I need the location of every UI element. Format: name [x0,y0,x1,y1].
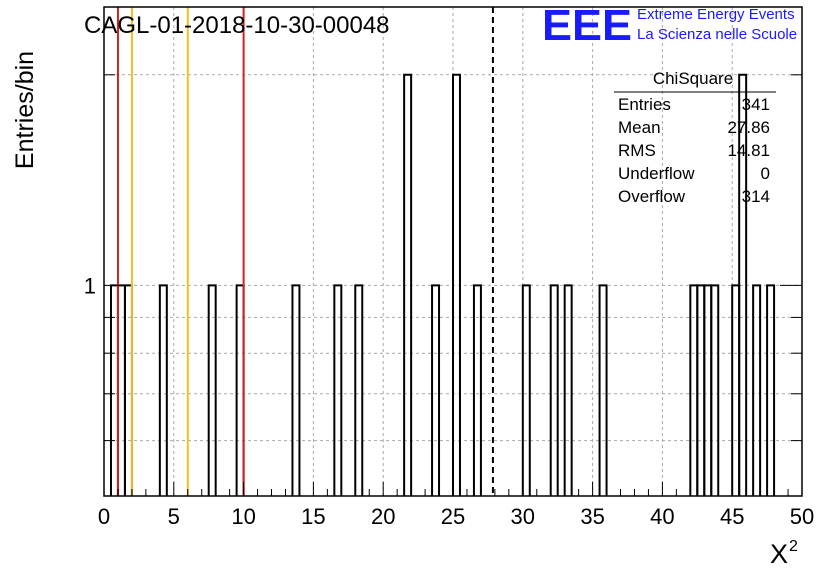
logo-line-1: Extreme Energy Events [637,6,795,23]
x-tick-label: 40 [650,504,674,529]
logo-line-2: La Scienza nelle Scuole [637,26,797,43]
x-tick-label: 15 [301,504,325,529]
stats-title: ChiSquare [653,69,733,88]
stats-value: 27.86 [727,118,770,137]
stats-value: 314 [742,187,770,206]
x-tick-label: 20 [371,504,395,529]
histogram-bar [563,284,573,496]
histogram-bar [207,284,217,496]
y-tick-label: 1 [84,273,96,298]
y-axis-label: Entries/bin [11,51,39,169]
stats-label: Overflow [618,187,686,206]
stats-value: 14.81 [727,141,770,160]
logo-mark: EEE [542,1,632,50]
histogram-bar [738,73,748,496]
eee-logo: EEE Extreme Energy Events La Scienza nel… [542,1,797,50]
histogram-bar [431,284,441,496]
histogram-bar [354,284,364,496]
histogram-bar [752,284,762,496]
stats-label: RMS [618,141,656,160]
stats-value: 0 [761,164,770,183]
stats-value: 341 [742,95,770,114]
x-tick-label: 30 [511,504,535,529]
histogram-bar [403,73,413,496]
x-tick-label: 35 [580,504,604,529]
x-tick-label: 50 [790,504,814,529]
x-tick-label: 45 [720,504,744,529]
axis-ticks: 0 5 10 15 20 25 30 35 40 45 50 1 [84,74,814,529]
chart-title: CAGL-01-2018-10-30-00048 [84,12,390,39]
reference-lines [116,7,494,496]
x-tick-label: 10 [231,504,255,529]
stats-label: Mean [618,118,661,137]
x-axis-label-superscript: 2 [789,538,798,555]
histogram-bar [158,284,168,496]
histogram-bar [333,284,343,496]
histogram-bar [766,284,776,496]
histogram-bar [598,284,608,496]
x-axis-label: X [770,539,788,569]
x-tick-label: 0 [98,504,110,529]
histogram-bar [291,284,301,496]
stats-label: Underflow [618,164,695,183]
stats-box: ChiSquare Entries 341 Mean 27.86 RMS 14.81 Und… [614,69,776,206]
histogram-bar [549,284,559,496]
histogram-bar [452,73,461,496]
histogram-bar [521,284,531,496]
x-tick-label: 25 [441,504,465,529]
histogram-bar [710,284,720,496]
histogram-bar [472,284,482,496]
x-tick-label: 5 [168,504,180,529]
stats-label: Entries [618,95,671,114]
